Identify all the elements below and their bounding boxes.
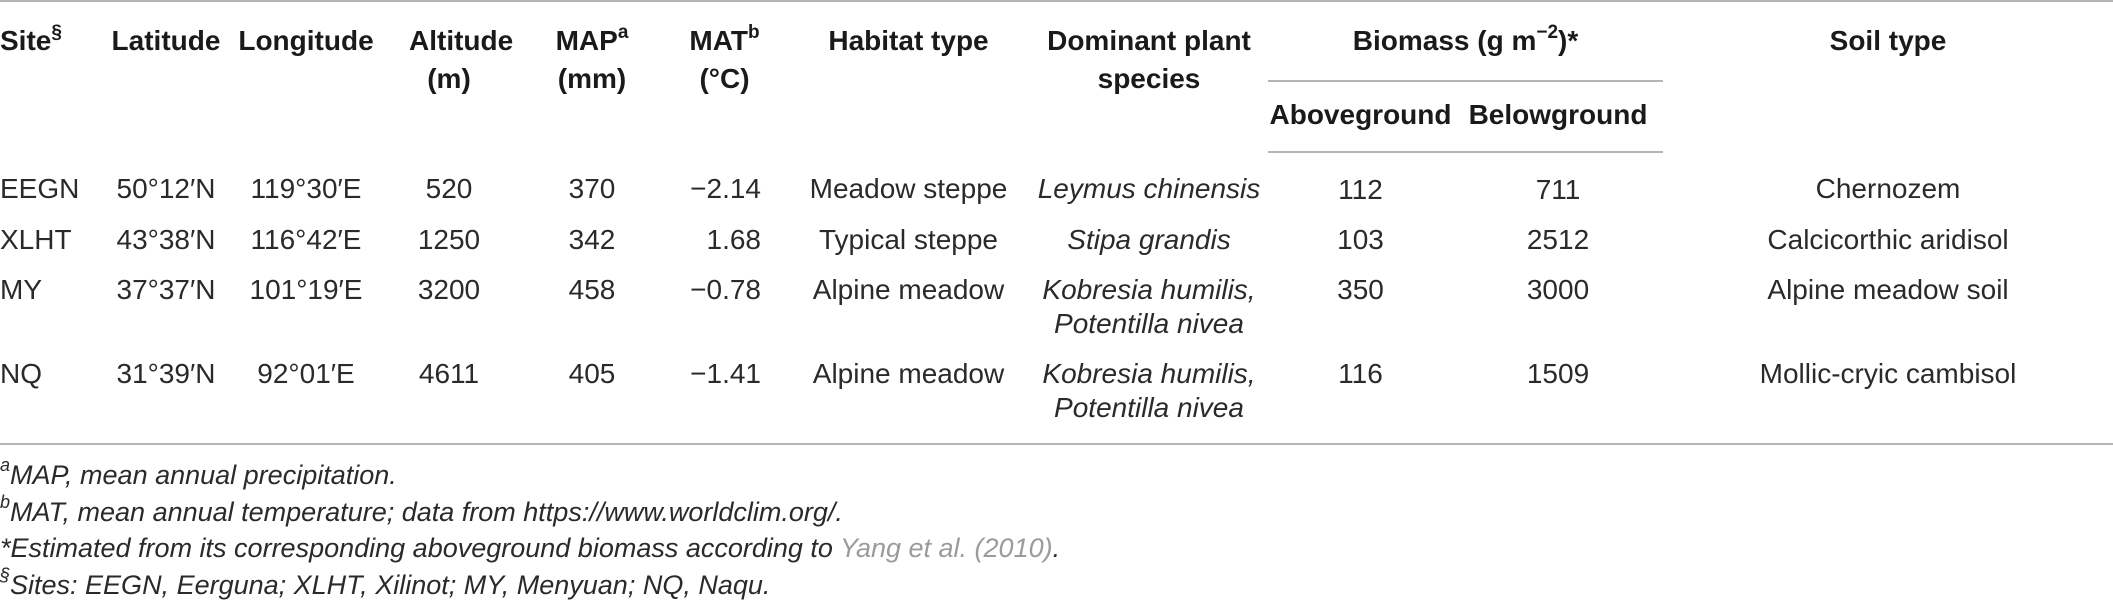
- cell-belowground: 711: [1535, 174, 1581, 205]
- header-habitat: Habitat type: [787, 0, 1030, 152]
- cell-aboveground: 103: [1337, 224, 1384, 255]
- cell-longitude: 101°19′E: [249, 274, 363, 305]
- header-biomass: Biomass (g m−2)*: [1268, 0, 1664, 82]
- cell-longitude: 92°01′E: [236, 341, 376, 445]
- footnote-a: aMAP, mean annual precipitation.: [0, 455, 397, 490]
- table-row: XLHT 43°38′N 116°42′E 1250 342 1.68 Typi…: [0, 207, 2113, 257]
- cell-map: 342: [568, 224, 616, 255]
- cell-soil-type: Chernozem: [1815, 173, 1961, 204]
- header-longitude: Longitude: [236, 0, 376, 152]
- cell-dominant-species: Kobresia humilis, Potentilla nivea: [1042, 274, 1256, 339]
- header-aboveground: Aboveground: [1268, 81, 1453, 153]
- cell-mat: −2.14: [690, 173, 761, 204]
- cell-habitat: Alpine meadow: [812, 274, 1005, 305]
- header-belowground: Belowground: [1453, 81, 1664, 153]
- cell-dominant-species: Kobresia humilis, Potentilla nivea: [1030, 341, 1268, 445]
- cell-dominant-species: Leymus chinensis: [1037, 173, 1261, 204]
- cell-aboveground: 350: [1337, 274, 1384, 305]
- cell-aboveground: 116: [1268, 341, 1453, 445]
- subheader-row: Aboveground Belowground: [0, 81, 2113, 153]
- cell-altitude: 520: [425, 173, 473, 204]
- header-site: Site§: [0, 0, 96, 152]
- cell-site: NQ: [0, 341, 96, 445]
- table-row: EEGN 50°12′N 119°30′E 520 370 −2.14 Mead…: [0, 152, 2113, 207]
- header-altitude: Altitude (m): [376, 0, 522, 152]
- cell-latitude: 31°39′N: [96, 341, 236, 445]
- cell-latitude: 43°38′N: [116, 224, 216, 255]
- header-latitude: Latitude: [96, 0, 236, 152]
- cell-altitude: 3200: [417, 274, 481, 305]
- header-soil-type: Soil type: [1663, 0, 2113, 152]
- cell-habitat: Meadow steppe: [809, 173, 1008, 204]
- cell-longitude: 116°42′E: [250, 224, 362, 255]
- header-dominant-species: Dominant plant species: [1030, 0, 1268, 152]
- header-mat: MATb (°C): [662, 0, 787, 152]
- cell-mat: −1.41: [662, 341, 787, 445]
- cell-longitude: 119°30′E: [250, 173, 362, 204]
- cell-belowground: 3000: [1526, 274, 1590, 305]
- cell-map: 405: [522, 341, 662, 445]
- cell-site: MY: [0, 274, 42, 305]
- cell-soil-type: Mollic-cryic cambisol: [1663, 341, 2113, 445]
- cell-site: XLHT: [0, 224, 72, 255]
- cell-habitat: Alpine meadow: [787, 341, 1030, 445]
- cell-site: EEGN: [0, 173, 80, 204]
- footnote-b: bMAT, mean annual temperature; data from…: [0, 491, 843, 527]
- table-row: MY 37°37′N 101°19′E 3200 458 −0.78 Alpin…: [0, 257, 2113, 341]
- reference-link[interactable]: Yang et al. (2010): [839, 533, 1053, 563]
- cell-habitat: Typical steppe: [819, 224, 998, 255]
- cell-soil-type: Alpine meadow soil: [1767, 274, 2009, 305]
- cell-altitude: 4611: [376, 341, 522, 445]
- site-characteristics-table: Site§ Latitude Longitude Altitude (m) MA…: [0, 0, 2113, 445]
- cell-map: 458: [568, 274, 616, 305]
- cell-latitude: 50°12′N: [116, 173, 216, 204]
- cell-aboveground: 112: [1338, 174, 1383, 205]
- cell-dominant-species: Stipa grandis: [1067, 224, 1231, 255]
- table-footnotes: aMAP, mean annual precipitation. bMAT, m…: [0, 455, 1061, 603]
- cell-mat: −0.78: [690, 274, 761, 305]
- cell-altitude: 1250: [417, 224, 481, 255]
- table-row: NQ 31°39′N 92°01′E 4611 405 −1.41 Alpine…: [0, 341, 2113, 445]
- cell-belowground: 2512: [1526, 224, 1590, 255]
- header-row: Site§ Latitude Longitude Altitude (m) MA…: [0, 0, 2113, 152]
- footnote-section: §Sites: EEGN, Eerguna; XLHT, Xilinot; MY…: [0, 564, 771, 600]
- header-map: MAPa (mm): [522, 0, 662, 152]
- cell-soil-type: Calcicorthic aridisol: [1767, 224, 2009, 255]
- footnote-star: *Estimated from its corresponding aboveg…: [0, 533, 1061, 563]
- cell-mat: 1.68: [706, 224, 762, 255]
- cell-map: 370: [568, 173, 616, 204]
- cell-belowground: 1509: [1453, 341, 1664, 445]
- cell-latitude: 37°37′N: [116, 274, 216, 305]
